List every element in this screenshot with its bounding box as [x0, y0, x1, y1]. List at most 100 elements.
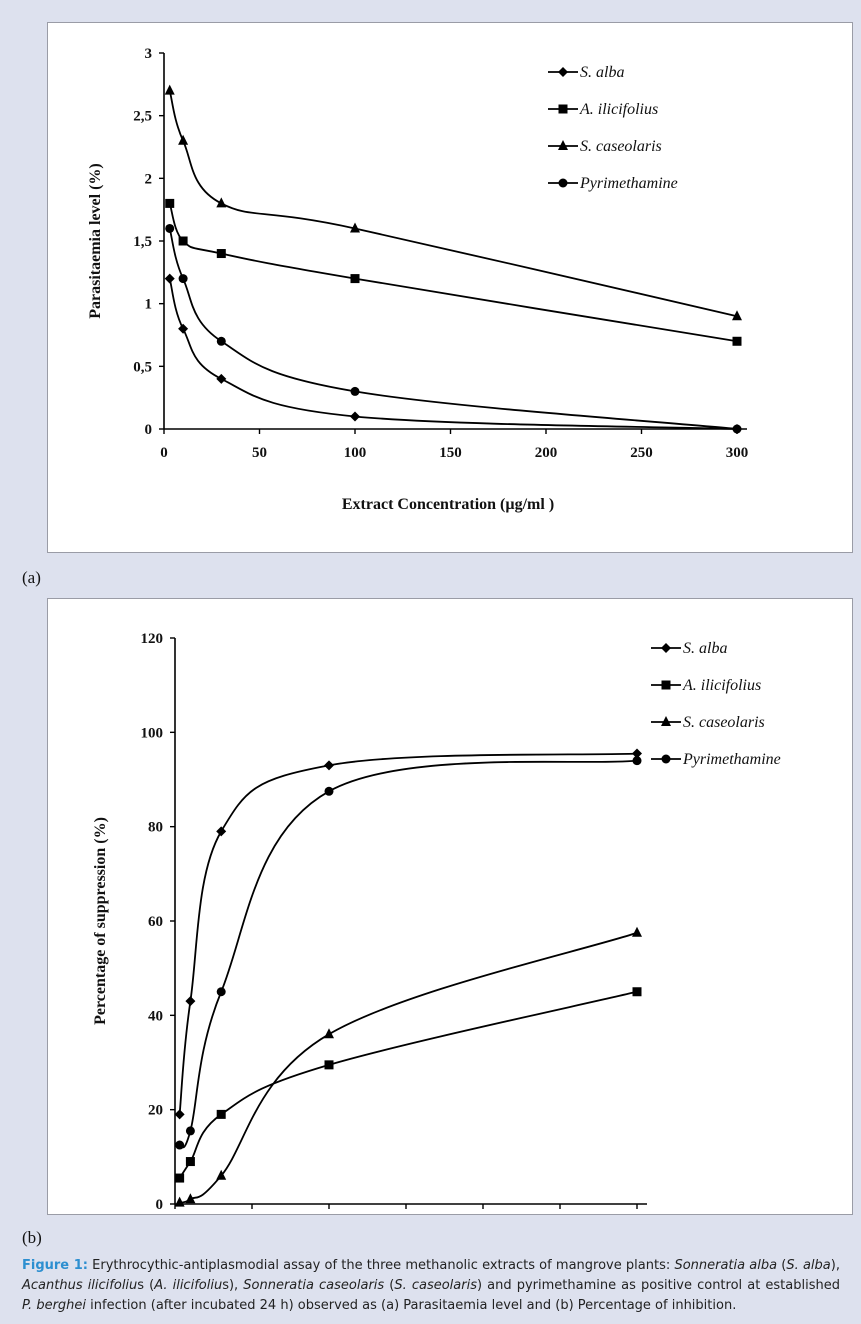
caption-text: Erythrocythic-antiplasmodial assay of th…	[87, 1258, 675, 1273]
data-point-s-alba	[350, 411, 360, 422]
data-point-s-caseolaris	[174, 1196, 185, 1207]
caption-species: P. berghei	[22, 1298, 87, 1313]
caption-species: S. alba	[786, 1258, 831, 1273]
series-line-s-alba	[178, 752, 638, 1115]
data-point-s-caseolaris	[732, 310, 742, 321]
data-point-s-alba	[164, 273, 175, 284]
data-point-pyrimethamine	[324, 786, 334, 796]
legend-label-s-alba: S. alba	[683, 640, 727, 657]
chart-panel-b: 020406080100120050100150200250300Extract…	[47, 598, 853, 1215]
data-point-a-ilicifolius	[178, 236, 188, 246]
legend-marker-a-ilicifolius	[661, 680, 671, 690]
series-line-pyrimethamine	[178, 759, 638, 1149]
x-axis-title: Extract Concentration (µg/ml )	[342, 496, 554, 513]
legend-label-a-ilicifolius: A. ilicifolius	[579, 101, 658, 118]
data-point-s-alba	[185, 996, 196, 1007]
y-axis-title: Percentage of suppression (%)	[92, 817, 109, 1025]
data-point-pyrimethamine	[165, 223, 175, 233]
caption-text: s (	[137, 1278, 155, 1293]
data-point-pyrimethamine	[350, 386, 360, 396]
chart-panel-a: 0 0,5 1 1,5 2 2,5 3 0 50 100 150 200 250 300 Extract C…	[47, 22, 853, 553]
data-point-pyrimethamine	[732, 424, 742, 434]
data-point-s-caseolaris	[324, 1028, 334, 1039]
caption-text: s),	[222, 1278, 244, 1293]
data-point-a-ilicifolius	[185, 1157, 195, 1167]
data-point-s-caseolaris	[178, 134, 189, 145]
caption-text: ),	[830, 1258, 840, 1273]
data-point-pyrimethamine	[632, 756, 642, 766]
series-line-s-alba	[168, 278, 738, 430]
data-point-pyrimethamine	[175, 1140, 185, 1150]
data-point-s-alba	[324, 760, 334, 771]
data-point-s-caseolaris	[164, 84, 175, 95]
data-point-s-caseolaris	[216, 1169, 227, 1180]
caption-species: Sonneratia caseolaris	[243, 1278, 385, 1293]
data-point-s-caseolaris	[216, 197, 227, 208]
data-point-a-ilicifolius	[350, 274, 360, 284]
legend-marker-s-alba	[661, 643, 671, 653]
y-tick-label: 1,5	[133, 234, 152, 250]
data-point-s-caseolaris	[632, 926, 642, 937]
caption-heading: Figure 1:	[22, 1258, 88, 1273]
y-tick-label: 0,5	[133, 359, 152, 375]
series-line-s-caseolaris	[179, 931, 638, 1204]
caption-text: (	[384, 1278, 395, 1293]
y-tick-label: 120	[141, 631, 164, 647]
y-tick-label: 0	[145, 422, 153, 438]
figure-caption: Figure 1: Erythrocythic-antiplasmodial a…	[22, 1256, 840, 1316]
data-point-pyrimethamine	[178, 274, 188, 284]
legend-marker-s-alba	[558, 67, 568, 77]
legend-label-pyrimethamine: Pyrimethamine	[682, 751, 781, 768]
y-tick-label: 2,5	[133, 109, 152, 125]
suppression-chart: 020406080100120050100150200250300Extract…	[92, 631, 781, 1213]
y-axis-title: Parasitaemia level (%)	[87, 163, 104, 319]
legend-label-a-ilicifolius: A. ilicifolius	[682, 677, 761, 694]
data-point-pyrimethamine	[216, 987, 226, 997]
data-point-s-caseolaris	[185, 1193, 196, 1204]
legend-marker-s-caseolaris	[661, 716, 671, 726]
data-point-a-ilicifolius	[732, 336, 742, 346]
series-line-a-ilicifolius	[178, 990, 638, 1179]
x-tick-label: 250	[630, 445, 653, 461]
caption-species: Sonneratia alba	[674, 1258, 778, 1273]
y-tick-label: 60	[148, 914, 163, 930]
legend-marker-a-ilicifolius	[558, 104, 568, 114]
caption-text: infection (after incubated 24 h) observe…	[86, 1298, 737, 1313]
data-point-a-ilicifolius	[175, 1173, 185, 1183]
parasitaemia-chart: 0 0,5 1 1,5 2 2,5 3 0 50 100 150 200 250 300 Extract C…	[87, 46, 748, 513]
y-tick-label: 20	[148, 1103, 163, 1119]
legend-label-s-alba: S. alba	[580, 64, 624, 81]
data-point-a-ilicifolius	[216, 249, 226, 259]
legend-label-s-caseolaris: S. caseolaris	[683, 714, 765, 731]
caption-text: (	[777, 1258, 787, 1273]
x-tick-label: 150	[439, 445, 462, 461]
series-line-pyrimethamine	[168, 228, 738, 430]
series-line-a-ilicifolius	[168, 203, 738, 343]
caption-species: Acanthus ilicifoliu	[22, 1278, 138, 1293]
data-point-a-ilicifolius	[324, 1060, 334, 1070]
data-point-s-alba	[178, 323, 189, 334]
legend-marker-pyrimethamine	[661, 754, 671, 764]
data-point-s-alba	[174, 1109, 185, 1120]
y-tick-label: 40	[148, 1008, 163, 1024]
data-point-pyrimethamine	[216, 336, 226, 346]
legend-label-pyrimethamine: Pyrimethamine	[579, 175, 678, 192]
data-point-a-ilicifolius	[216, 1109, 226, 1119]
y-tick-label: 80	[148, 820, 163, 836]
x-tick-label: 200	[535, 445, 558, 461]
caption-text: ) and pyrimethamine as positive control …	[476, 1278, 840, 1293]
y-tick-label: 1	[145, 297, 153, 313]
series-line-s-caseolaris	[168, 90, 738, 318]
caption-species: A. ilicifoliu	[154, 1278, 223, 1293]
panel-label-b: (b)	[22, 1228, 42, 1247]
data-point-a-ilicifolius	[165, 198, 175, 208]
data-point-s-alba	[632, 748, 642, 759]
caption-species: S. caseolaris	[394, 1278, 477, 1293]
x-tick-label: 0	[160, 445, 168, 461]
y-tick-label: 0	[156, 1197, 164, 1213]
data-point-s-alba	[216, 373, 227, 384]
legend-marker-pyrimethamine	[558, 178, 568, 188]
x-tick-label: 100	[344, 445, 367, 461]
data-point-s-alba	[216, 826, 227, 837]
data-point-pyrimethamine	[185, 1126, 195, 1136]
